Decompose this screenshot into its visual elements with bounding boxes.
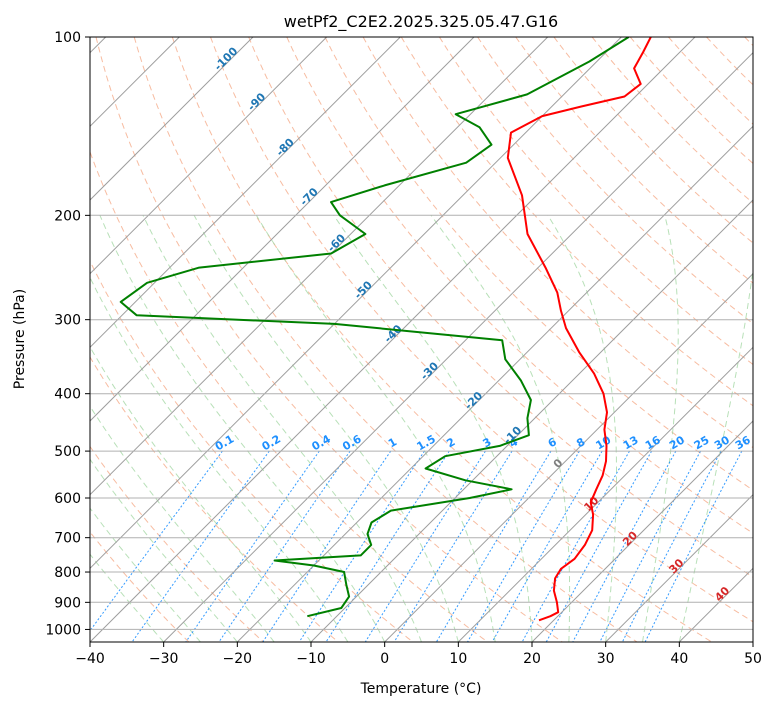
y-tick-label: 100 [54,30,81,46]
dry-adiabat-line [438,37,753,366]
mixing-ratio-line [218,450,351,642]
x-tick-label: 30 [597,651,615,667]
chart-title: wetPf2_C2E2.2025.325.05.47.G16 [284,12,558,32]
isotherm-line [457,346,753,642]
moist-adiabat-line [333,215,533,642]
mixing-ratio-line [364,450,486,642]
moist-adiabat-line [547,215,617,642]
x-tick-label: −40 [75,651,105,667]
mixing-ratio-line [521,450,630,642]
isotherm-line [310,199,753,642]
y-tick-label: 900 [54,595,81,611]
dewpoint-profile-line [119,37,630,618]
x-tick-label: 0 [380,651,389,667]
isotherm-line [605,493,753,642]
dry-adiabat-line [477,37,753,325]
grid-lines [90,37,753,642]
temperature-profile-line [506,37,652,622]
background-lines [90,37,753,642]
y-tick-label: 200 [54,208,81,224]
x-tick-label: −30 [149,651,179,667]
y-tick-label: 300 [54,313,81,329]
moist-adiabat-line [90,345,312,642]
y-tick-label: 600 [54,491,81,507]
axis-ticks: −40 −30 −20 −10 0 10 20 30 40 50 100 200 300 400 500 60… [45,30,762,667]
profile-lines [119,37,652,622]
isotherm-line [531,420,753,642]
x-tick-label: −10 [296,651,326,667]
y-tick-label: 400 [54,387,81,403]
moist-adiabat-line [90,458,238,642]
moist-adiabat-line [90,276,349,642]
x-tick-label: 10 [449,651,467,667]
y-tick-label: 1000 [45,622,81,638]
dry-adiabat-line [95,37,563,642]
moist-adiabat-line [193,215,459,642]
isotherm-line [90,37,622,570]
y-tick-label: 800 [54,565,81,581]
mixing-ratio-line [90,450,223,632]
moist-adiabat-line [142,215,422,642]
x-tick-label: 40 [670,651,688,667]
mixing-ratio-line [621,450,722,642]
dry-adiabat-line [133,37,638,642]
moist-adiabat-line [642,215,679,642]
isotherm-line [90,37,401,349]
moist-adiabat-line [90,405,275,642]
mixing-ratio-line [545,450,653,642]
moist-adiabat-line [430,215,571,642]
isotherm-line [90,37,696,642]
mixing-ratio-line [185,450,320,642]
x-tick-label: 20 [523,651,541,667]
moist-adiabat-line [678,265,753,642]
x-tick-label: −20 [223,651,253,667]
mixing-ratio-line [599,450,701,642]
y-tick-label: 500 [54,444,81,460]
mixing-ratio-line [572,450,677,642]
dry-adiabat-line [90,356,339,642]
mixing-ratio-line [298,450,425,642]
y-axis-label: Pressure (hPa) [12,289,28,389]
mixing-ratio-line [491,450,603,642]
mixing-ratio-line [262,450,392,642]
isotherm-line [90,37,475,422]
dry-adiabat-line [210,37,753,623]
mixing-ratio-line [644,450,743,642]
x-tick-label: 50 [744,651,762,667]
isotherm-line [384,272,753,642]
x-axis-label: Temperature (°C) [360,681,482,697]
moist-adiabat-line [99,215,386,642]
dry-adiabat-line [324,37,753,491]
dry-adiabat-line [248,37,753,578]
isotherm-line [90,37,254,201]
isotherm-line [90,37,328,275]
dry-adiabat-line [90,445,264,642]
isotherm-line [236,125,753,642]
y-tick-label: 700 [54,531,81,547]
isotherm-line [163,51,753,642]
isotherm-line [90,37,549,496]
plot-frame [89,36,754,643]
